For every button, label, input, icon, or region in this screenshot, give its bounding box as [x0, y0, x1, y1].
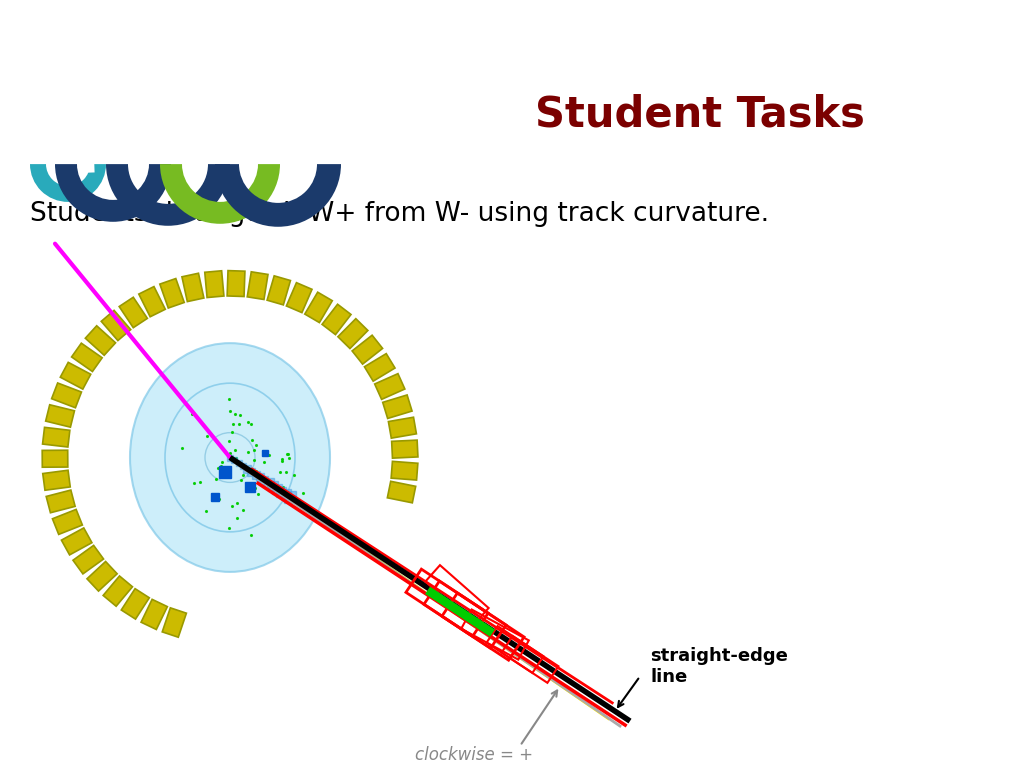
- Polygon shape: [267, 276, 291, 305]
- Polygon shape: [352, 335, 383, 364]
- Polygon shape: [42, 450, 68, 467]
- Wedge shape: [160, 164, 280, 223]
- Text: straight-edge
line: straight-edge line: [650, 647, 787, 686]
- Polygon shape: [388, 417, 417, 439]
- Polygon shape: [46, 490, 75, 513]
- Polygon shape: [205, 271, 224, 297]
- Polygon shape: [247, 272, 268, 300]
- Wedge shape: [55, 164, 171, 222]
- Polygon shape: [160, 279, 184, 308]
- Polygon shape: [391, 462, 418, 480]
- Polygon shape: [387, 482, 416, 503]
- Polygon shape: [51, 383, 82, 408]
- Polygon shape: [427, 588, 493, 635]
- Polygon shape: [85, 326, 116, 356]
- Wedge shape: [106, 164, 230, 226]
- Polygon shape: [383, 395, 412, 419]
- Polygon shape: [338, 319, 368, 349]
- Polygon shape: [139, 286, 165, 316]
- Polygon shape: [43, 470, 71, 490]
- Polygon shape: [52, 509, 82, 535]
- Ellipse shape: [130, 343, 330, 572]
- Text: Students distinguish W+ from W- using track curvature.: Students distinguish W+ from W- using tr…: [30, 201, 769, 227]
- Polygon shape: [375, 374, 404, 399]
- Polygon shape: [287, 283, 312, 313]
- Polygon shape: [86, 82, 92, 167]
- Polygon shape: [121, 588, 150, 619]
- Polygon shape: [162, 607, 186, 637]
- Polygon shape: [73, 545, 103, 574]
- Polygon shape: [72, 343, 102, 372]
- Polygon shape: [61, 528, 92, 555]
- Wedge shape: [30, 164, 106, 202]
- Polygon shape: [43, 427, 70, 447]
- Text: clockwise = +: clockwise = +: [415, 746, 534, 764]
- Polygon shape: [101, 310, 131, 340]
- Polygon shape: [365, 353, 395, 381]
- Polygon shape: [103, 576, 132, 606]
- Polygon shape: [246, 82, 252, 167]
- Polygon shape: [391, 440, 418, 458]
- Polygon shape: [141, 599, 167, 630]
- Polygon shape: [323, 304, 351, 335]
- Polygon shape: [138, 82, 144, 167]
- Text: Student Tasks: Student Tasks: [536, 94, 865, 135]
- Polygon shape: [182, 273, 204, 302]
- Wedge shape: [215, 164, 341, 227]
- Polygon shape: [191, 82, 197, 167]
- Polygon shape: [60, 362, 91, 389]
- Polygon shape: [227, 270, 245, 296]
- Polygon shape: [305, 292, 333, 323]
- Polygon shape: [87, 561, 117, 591]
- Polygon shape: [119, 297, 147, 328]
- Polygon shape: [46, 405, 75, 427]
